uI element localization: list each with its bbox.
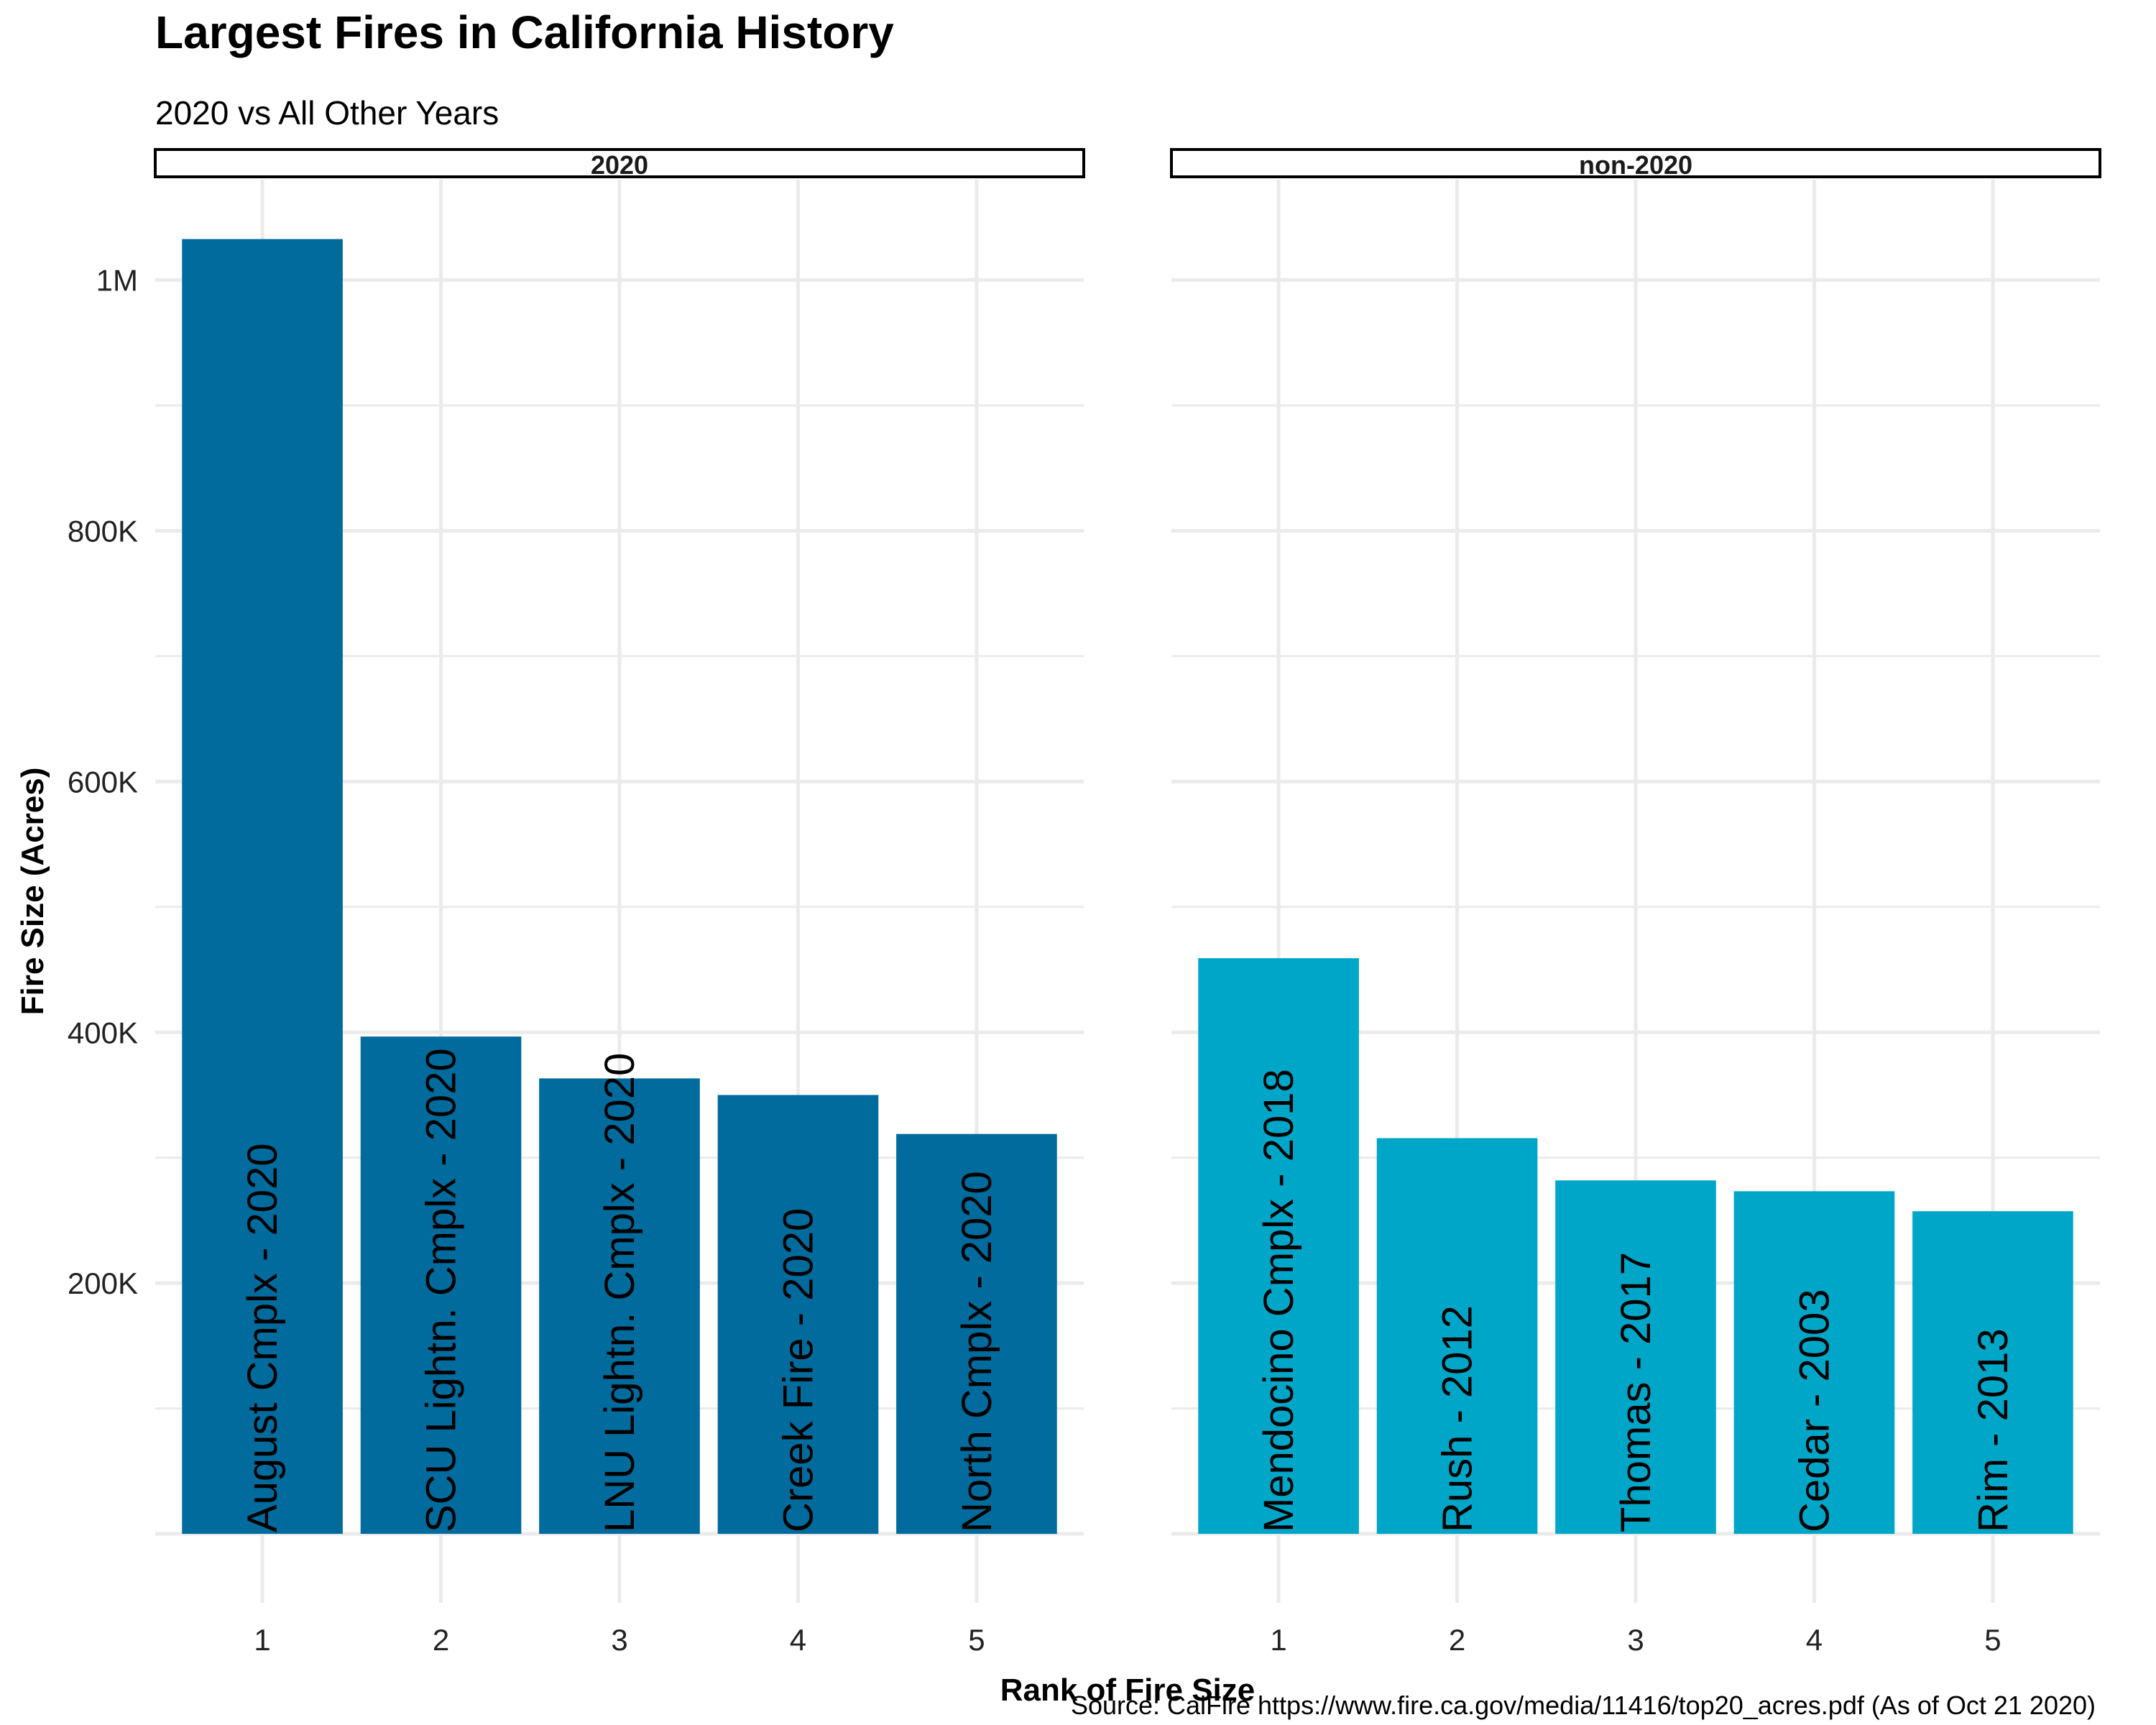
- bar-label: August Cmplx - 2020: [239, 1143, 286, 1532]
- x-tick-label: 1: [1270, 1623, 1286, 1657]
- facet-strip: [154, 148, 1085, 178]
- bar-label: LNU Lightn. Cmplx - 2020: [596, 1053, 643, 1532]
- bar-label: Cedar - 2003: [1791, 1289, 1838, 1533]
- bar-2020-rank-3: [539, 1078, 700, 1535]
- chart-subtitle: 2020 vs All Other Years: [155, 94, 499, 132]
- bar-label: Rim - 2013: [1970, 1328, 2017, 1532]
- chart-title: Largest Fires in California History: [155, 6, 894, 58]
- x-tick-label: 5: [1984, 1623, 2001, 1657]
- bar-non-2020-rank-5: [1912, 1211, 2073, 1535]
- x-tick-label: 1: [254, 1623, 270, 1657]
- bar-2020-rank-5: [896, 1133, 1057, 1535]
- x-tick-label: 4: [790, 1623, 806, 1657]
- x-tick-label: 2: [433, 1623, 449, 1657]
- y-tick-label: 200K: [68, 1266, 138, 1300]
- x-tick-label: 4: [1806, 1623, 1823, 1657]
- bar-label: Creek Fire - 2020: [775, 1208, 821, 1532]
- bar-2020-rank-4: [717, 1095, 879, 1535]
- source-caption: Source: CalFire https://www.fire.ca.gov/…: [1070, 1690, 2096, 1720]
- x-tick-label: 3: [1627, 1623, 1644, 1657]
- bar-label: North Cmplx - 2020: [954, 1171, 1000, 1532]
- bar-label: Mendocino Cmplx - 2018: [1256, 1069, 1302, 1532]
- x-tick-label: 3: [611, 1623, 627, 1657]
- bar-2020-rank-1: [182, 239, 343, 1535]
- x-tick-label: 5: [968, 1623, 985, 1657]
- bar-label: SCU Lightn. Cmplx - 2020: [418, 1048, 465, 1532]
- facet-panel-non-2020: non-2020 Mendocino Cmplx - 2018 Rush - 201…: [1170, 148, 2101, 1657]
- y-tick-label: 400K: [68, 1016, 138, 1049]
- bar-label: Rush - 2012: [1434, 1305, 1481, 1532]
- bar-non-2020-rank-3: [1555, 1180, 1716, 1535]
- facet-strip: [1170, 148, 2101, 178]
- facet-strip-label: non-2020: [1579, 150, 1692, 180]
- bar-non-2020-rank-4: [1733, 1191, 1895, 1535]
- bar-non-2020-rank-2: [1376, 1138, 1538, 1535]
- y-tick-label: 800K: [68, 514, 138, 548]
- facet-strip-label: 2020: [591, 150, 648, 180]
- facet-panel-2020: 2020 August Cmplx - 2020 SCU Lightn. Cmplx…: [154, 148, 1085, 1657]
- x-axis-title: Rank of Fire Size: [1000, 1673, 1256, 1708]
- bar-2020-rank-2: [360, 1036, 522, 1535]
- bar-label: Thomas - 2017: [1613, 1252, 1659, 1532]
- y-tick-label: 600K: [68, 765, 138, 799]
- y-tick-label: 1M: [96, 264, 138, 298]
- y-axis-title: Fire Size (Acres): [15, 768, 50, 1016]
- bar-non-2020-rank-1: [1198, 958, 1359, 1535]
- x-tick-label: 2: [1449, 1623, 1465, 1657]
